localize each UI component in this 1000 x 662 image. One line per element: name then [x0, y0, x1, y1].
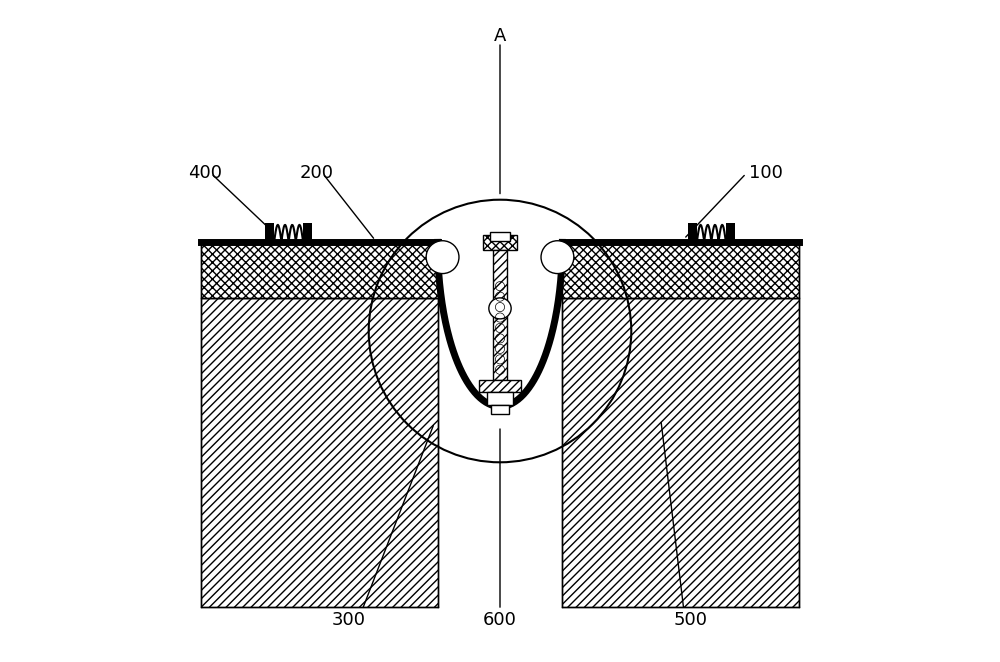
Bar	[688, 222, 697, 244]
Bar	[491, 405, 509, 414]
Bar	[201, 298, 438, 606]
Bar	[562, 298, 799, 606]
Bar	[265, 222, 274, 244]
Bar	[201, 242, 438, 298]
Text: 500: 500	[673, 611, 707, 629]
Text: 300: 300	[332, 611, 366, 629]
Bar	[493, 250, 507, 380]
Circle shape	[541, 241, 574, 273]
Text: 100: 100	[749, 164, 783, 183]
Bar	[483, 235, 517, 250]
Text: 400: 400	[188, 164, 222, 183]
Text: A: A	[494, 26, 506, 44]
Text: 600: 600	[483, 611, 517, 629]
Bar	[487, 392, 513, 405]
Bar	[479, 380, 521, 392]
Bar	[303, 222, 312, 244]
Circle shape	[426, 241, 459, 273]
Text: 200: 200	[300, 164, 334, 183]
Bar	[726, 222, 735, 244]
Bar	[490, 232, 510, 241]
Ellipse shape	[489, 298, 511, 319]
Bar	[562, 242, 799, 298]
